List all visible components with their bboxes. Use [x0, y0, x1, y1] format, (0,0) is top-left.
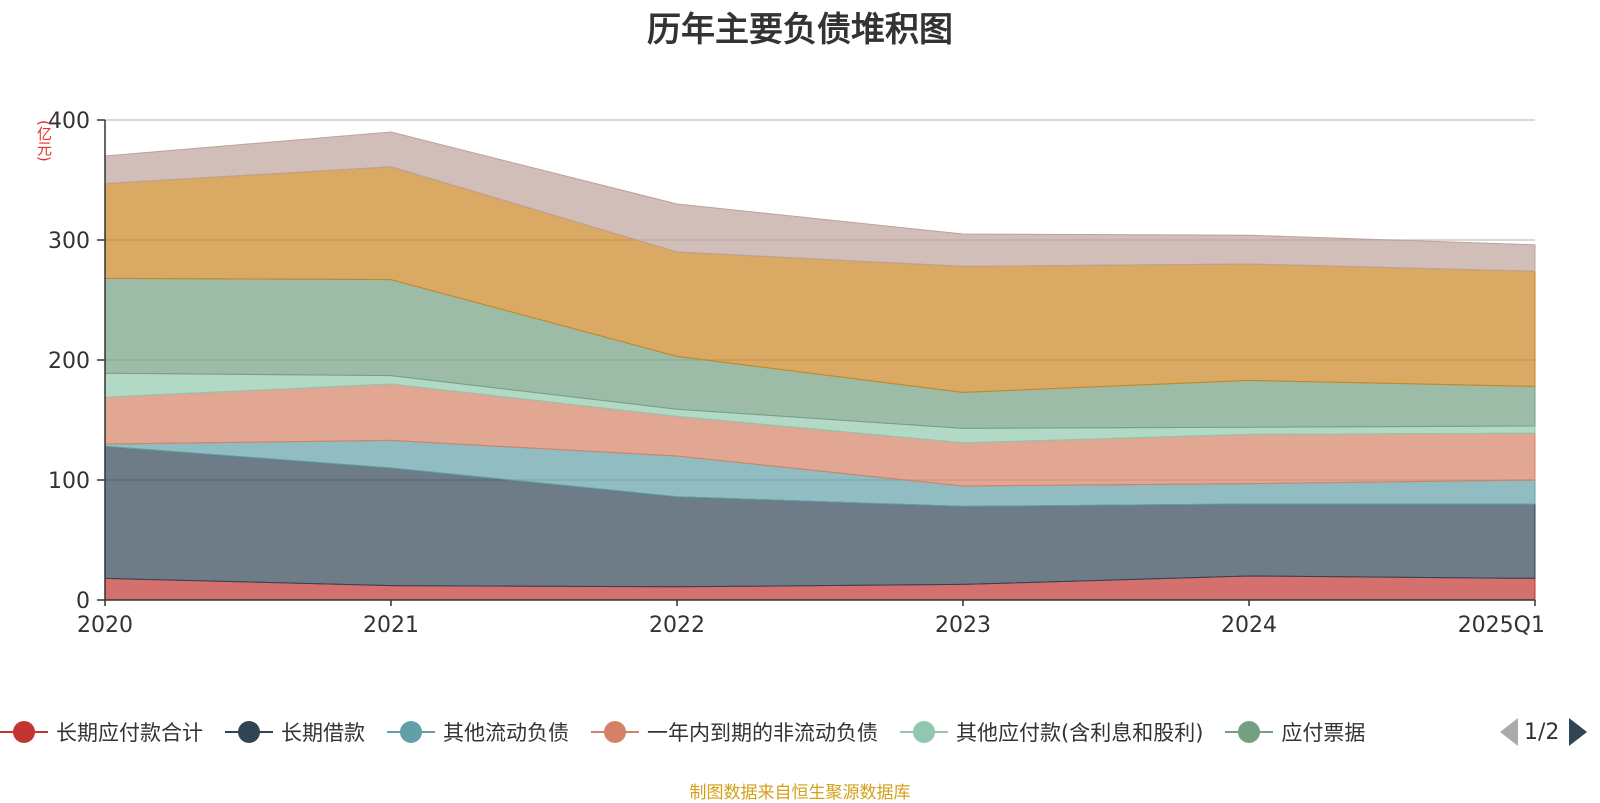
legend-item[interactable]: 应付票据	[1225, 712, 1365, 752]
x-tick-label: 2024	[1221, 613, 1277, 638]
legend-item[interactable]: 一年内到期的非流动负债	[591, 712, 878, 752]
legend-marker-icon	[0, 720, 48, 744]
legend-marker-icon	[900, 720, 948, 744]
y-tick-label: 300	[48, 229, 90, 254]
y-axis-unit: (亿元)	[35, 120, 53, 162]
legend-item-label: 长期借款	[281, 721, 365, 745]
legend-item-label: 应付票据	[1281, 721, 1366, 745]
legend-item[interactable]: 其他应付款(含利息和股利)	[900, 712, 1203, 752]
x-tick-label: 2020	[77, 613, 133, 638]
y-tick-label: 400	[48, 109, 90, 134]
legend-pager: 1/2	[1500, 712, 1588, 752]
source-note: 制图数据来自恒生聚源数据库	[689, 783, 911, 803]
legend-prev-icon[interactable]	[1500, 718, 1518, 746]
x-tick-label: 2022	[649, 613, 705, 638]
legend-item[interactable]: 长期借款	[225, 712, 365, 752]
legend-next-icon[interactable]	[1569, 718, 1588, 746]
y-tick-label: 0	[76, 589, 90, 614]
axis-layer: 0 100 200 300 400 2020 2021 2022 2023 2024 2025Q1	[48, 109, 1545, 638]
legend: 长期应付款合计 长期借款 其他流动负债 一年内到期的非流动负债 其他应付款(含利息和股利…	[0, 712, 1500, 752]
legend-item[interactable]: 其他流动负债	[387, 712, 569, 752]
x-tick-label: 2025Q1	[1458, 613, 1545, 638]
area-layer	[104, 131, 1536, 601]
legend-item-label: 其他流动负债	[443, 721, 569, 745]
chart-title: 历年主要负债堆积图	[647, 10, 953, 50]
legend-item-label: 其他应付款(含利息和股利)	[956, 721, 1204, 745]
y-tick-label: 200	[48, 349, 90, 374]
y-tick-label: 100	[48, 469, 90, 494]
legend-item-label: 一年内到期的非流动负债	[647, 721, 878, 745]
x-tick-label: 2023	[935, 613, 991, 638]
legend-page-indicator: 1/2	[1524, 719, 1560, 745]
legend-marker-icon	[1225, 720, 1274, 744]
legend-item-label: 长期应付款合计	[56, 721, 203, 745]
x-tick-label: 2021	[363, 613, 419, 638]
chart-canvas: 0 100 200 300 400 2020 2021 2022 2023 2024 2025Q1	[48, 109, 1545, 638]
legend-marker-icon	[591, 720, 639, 744]
legend-marker-icon	[225, 720, 273, 744]
area-series-7	[104, 131, 1536, 272]
legend-item[interactable]: 长期应付款合计	[0, 712, 203, 752]
legend-marker-icon	[387, 720, 435, 744]
